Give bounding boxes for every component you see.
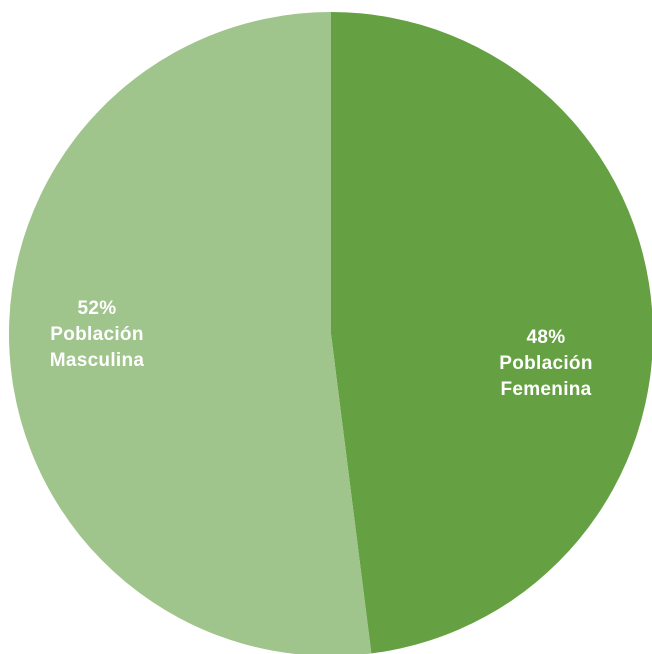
slice-label-line-femenina: Femenina [500, 379, 591, 400]
pie-slices [9, 12, 652, 654]
slice-label-line-femenina: Población [499, 353, 593, 374]
pie-slice-femenina [331, 12, 652, 654]
slice-label-masculina: 52% Población Masculina [50, 298, 145, 371]
slice-percent-masculina: 52% [78, 298, 117, 319]
pie-slice-masculina [9, 12, 372, 654]
slice-label-line-masculina: Masculina [50, 350, 145, 371]
slice-label-femenina: 48% Población Femenina [499, 327, 593, 400]
pie-labels: 48% Población Femenina 52% Población Masculin… [50, 298, 593, 400]
slice-label-line-masculina: Población [50, 324, 144, 345]
slice-percent-femenina: 48% [527, 327, 566, 348]
